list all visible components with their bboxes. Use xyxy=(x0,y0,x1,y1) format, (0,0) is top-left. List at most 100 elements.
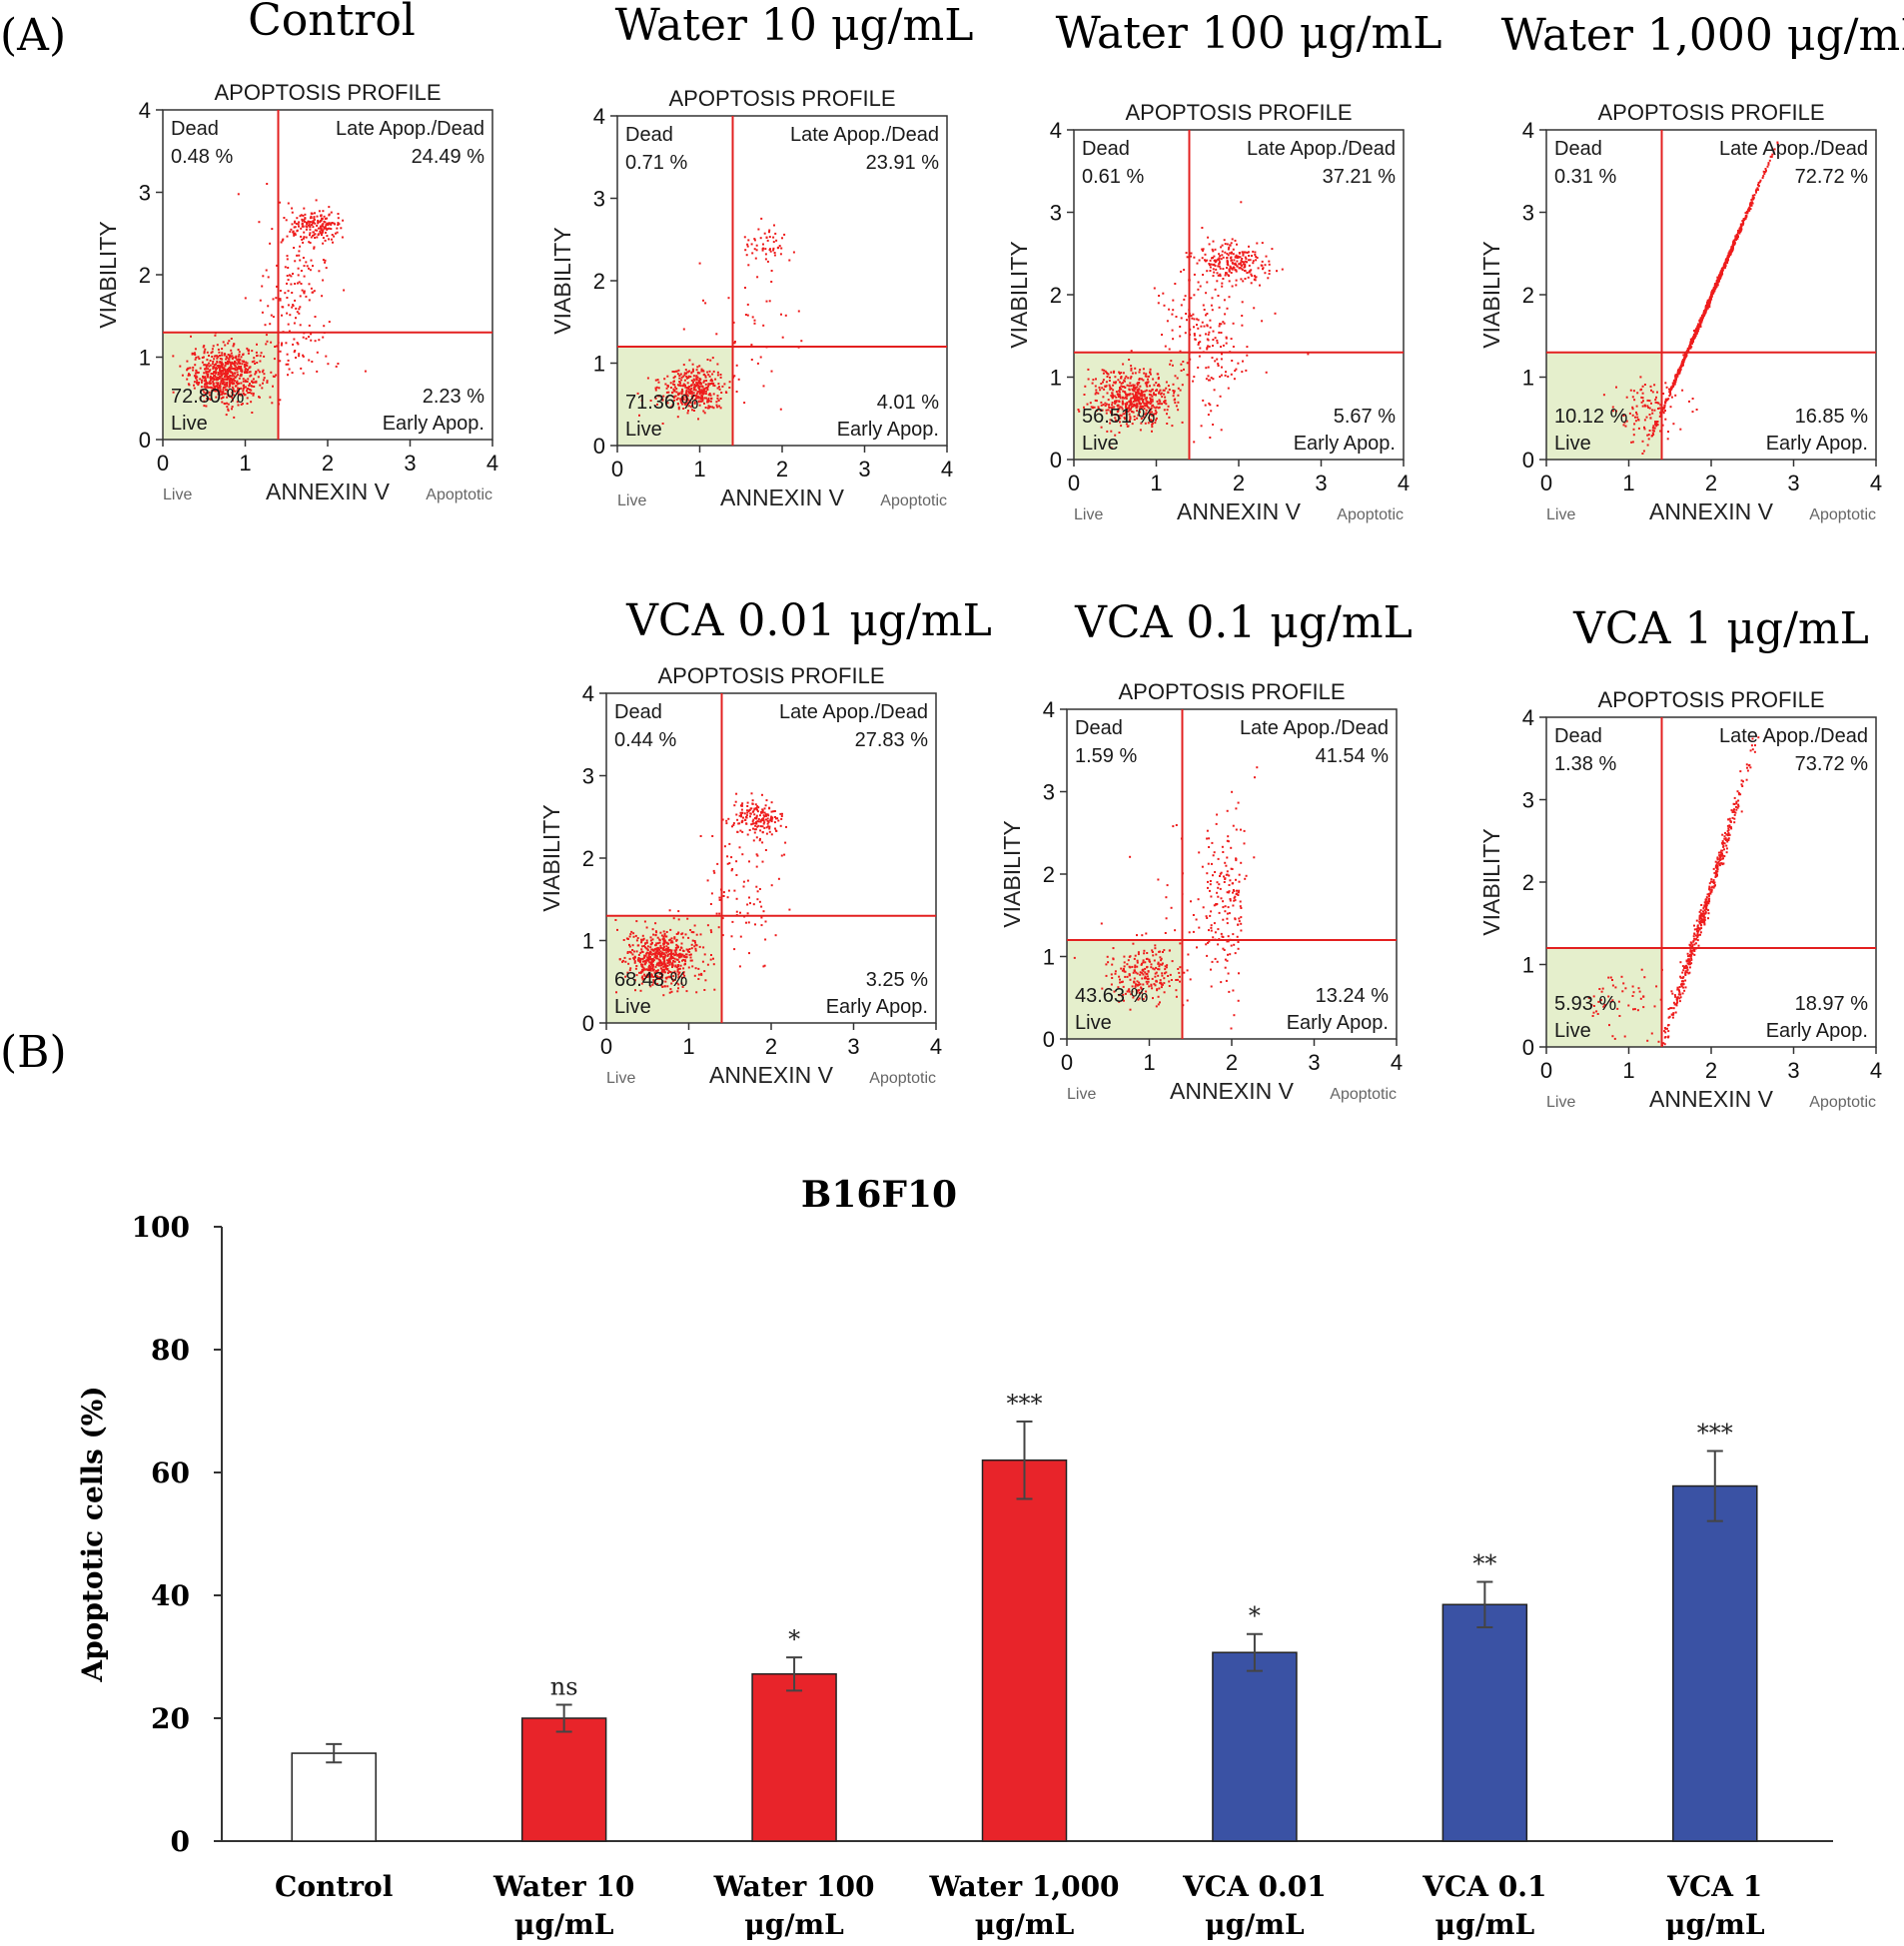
event-dot xyxy=(1221,845,1224,848)
y-axis-label: VIABILITY xyxy=(549,227,575,334)
event-dot xyxy=(1218,253,1221,256)
event-dot xyxy=(305,225,308,228)
event-dot xyxy=(1206,954,1209,957)
event-dot xyxy=(1212,378,1215,381)
event-dot xyxy=(1154,975,1157,978)
event-dot xyxy=(1248,255,1251,257)
event-dot xyxy=(1149,368,1152,371)
event-dot xyxy=(675,388,678,391)
event-dot xyxy=(244,371,246,374)
event-dot xyxy=(286,235,289,238)
event-dot xyxy=(1132,942,1135,945)
event-dot xyxy=(262,379,265,382)
event-dot xyxy=(1238,972,1240,975)
event-dot xyxy=(773,224,775,227)
event-dot xyxy=(1208,940,1211,943)
event-dot xyxy=(1220,246,1223,249)
event-dot xyxy=(1151,430,1153,433)
event-dot xyxy=(1097,408,1100,411)
event-dot xyxy=(1153,413,1156,416)
event-dot xyxy=(686,950,689,953)
event-dot xyxy=(1695,330,1698,333)
event-dot xyxy=(1210,924,1213,927)
event-dot xyxy=(223,381,226,384)
event-dot xyxy=(1693,335,1696,338)
event-dot xyxy=(1244,263,1247,266)
event-dot xyxy=(1240,929,1243,932)
event-dot xyxy=(224,373,227,376)
event-dot xyxy=(690,943,693,946)
event-dot xyxy=(655,942,658,945)
event-dot xyxy=(746,314,749,317)
event-dot xyxy=(1254,776,1256,779)
event-dot xyxy=(1722,265,1725,267)
event-dot xyxy=(326,235,329,238)
event-dot xyxy=(228,386,231,389)
event-dot xyxy=(215,372,217,375)
event-dot xyxy=(693,395,696,397)
event-dot xyxy=(1234,918,1237,921)
event-dot xyxy=(676,932,679,935)
event-dot xyxy=(1734,239,1737,241)
quadrant-dead-percent: 0.44 % xyxy=(614,729,676,751)
event-dot xyxy=(739,811,742,814)
quadrant-live-label: Live xyxy=(1554,433,1591,455)
event-dot xyxy=(1118,393,1121,396)
event-dot xyxy=(1144,967,1147,970)
event-dot xyxy=(210,377,213,380)
event-dot xyxy=(238,359,241,362)
event-dot xyxy=(728,387,731,389)
event-dot xyxy=(651,948,654,951)
event-dot xyxy=(691,396,694,399)
event-dot xyxy=(1228,280,1231,283)
y-axis-label: VIABILITY xyxy=(538,804,564,911)
x-tick-label: 4 xyxy=(1391,1050,1403,1075)
event-dot xyxy=(681,936,684,939)
event-dot xyxy=(1201,227,1204,229)
event-dot xyxy=(1700,317,1703,320)
event-dot xyxy=(222,386,225,389)
event-dot xyxy=(1102,379,1105,382)
event-dot xyxy=(677,406,680,409)
event-dot xyxy=(655,951,658,954)
event-dot xyxy=(1166,409,1169,412)
event-dot xyxy=(297,267,300,270)
event-dot xyxy=(1197,327,1200,330)
event-dot xyxy=(1655,396,1657,399)
event-dot xyxy=(1254,275,1256,278)
event-dot xyxy=(1651,391,1654,394)
event-dot xyxy=(205,368,208,371)
event-dot xyxy=(331,234,334,236)
event-dot xyxy=(1622,415,1625,417)
event-dot xyxy=(325,224,328,227)
event-dot xyxy=(744,818,747,821)
event-dot xyxy=(1668,391,1671,394)
event-dot xyxy=(681,396,683,399)
event-dot xyxy=(1190,900,1192,903)
event-dot xyxy=(1168,949,1171,952)
event-dot xyxy=(662,947,665,950)
event-dot xyxy=(238,353,241,356)
event-dot xyxy=(222,382,225,385)
event-dot xyxy=(1151,398,1154,401)
event-dot xyxy=(310,236,313,239)
event-dot xyxy=(1171,960,1174,963)
event-dot xyxy=(1107,373,1110,376)
event-dot xyxy=(1694,335,1697,338)
event-dot xyxy=(1143,952,1146,955)
event-dot xyxy=(1146,982,1149,985)
event-dot xyxy=(1218,325,1221,328)
event-dot xyxy=(655,955,658,958)
event-dot xyxy=(1173,392,1176,395)
event-dot xyxy=(1144,405,1147,407)
event-dot xyxy=(648,953,651,956)
event-dot xyxy=(1651,427,1654,430)
event-dot xyxy=(203,386,206,389)
event-dot xyxy=(1180,270,1183,273)
event-dot xyxy=(1233,896,1236,899)
event-dot xyxy=(763,807,766,810)
event-dot xyxy=(662,952,665,955)
event-dot xyxy=(1749,208,1752,211)
